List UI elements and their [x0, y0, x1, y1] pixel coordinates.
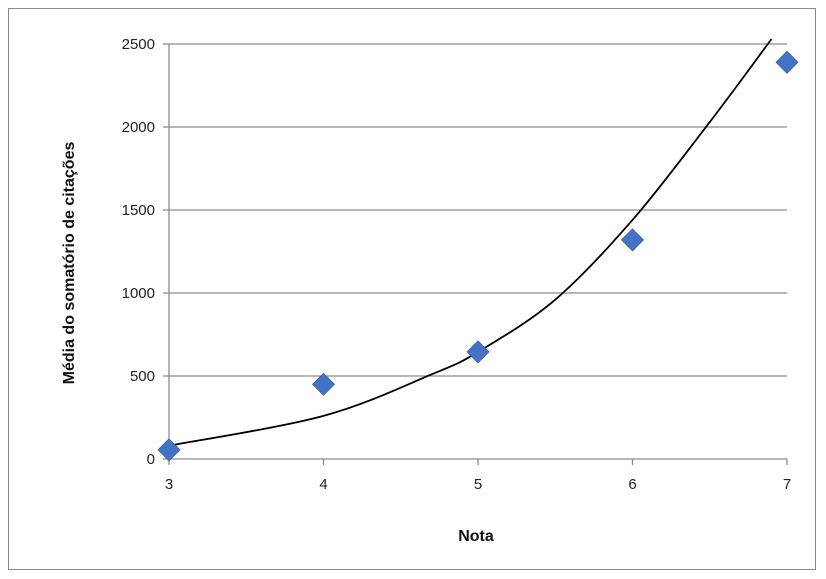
data-point-1 [157, 438, 181, 462]
y-tick-label: 500 [130, 368, 155, 385]
chart-frame: 0 500 1000 1500 2000 2500 3 4 5 6 7 Nota Média do … [8, 8, 816, 570]
x-axis-title: Nota [458, 528, 494, 545]
data-points [157, 50, 799, 462]
scatter-chart: 0 500 1000 1500 2000 2500 3 4 5 6 7 Nota Média do … [61, 36, 799, 545]
trendline [168, 38, 773, 447]
trendline-layer [168, 38, 773, 447]
x-tick-label: 4 [319, 476, 327, 493]
axes [163, 43, 788, 465]
data-point-2 [311, 372, 336, 396]
x-tick-label: 7 [783, 476, 791, 493]
y-tick-label: 1000 [122, 285, 155, 302]
x-tick-label: 6 [628, 476, 636, 493]
x-tick-label: 5 [474, 476, 482, 493]
y-tick-label: 2500 [122, 36, 155, 53]
data-point-3 [466, 340, 490, 364]
y-axis-title: Média do somatório de citações [61, 142, 78, 385]
y-tick-label: 1500 [122, 202, 155, 219]
y-tick-label: 2000 [122, 119, 155, 136]
x-tick-label: 3 [165, 476, 173, 493]
data-point-4 [620, 228, 645, 252]
gridlines [169, 43, 787, 377]
tick-labels: 0 500 1000 1500 2000 2500 3 4 5 6 7 [122, 36, 792, 493]
y-tick-label: 0 [147, 451, 155, 468]
data-point-5 [775, 50, 799, 74]
